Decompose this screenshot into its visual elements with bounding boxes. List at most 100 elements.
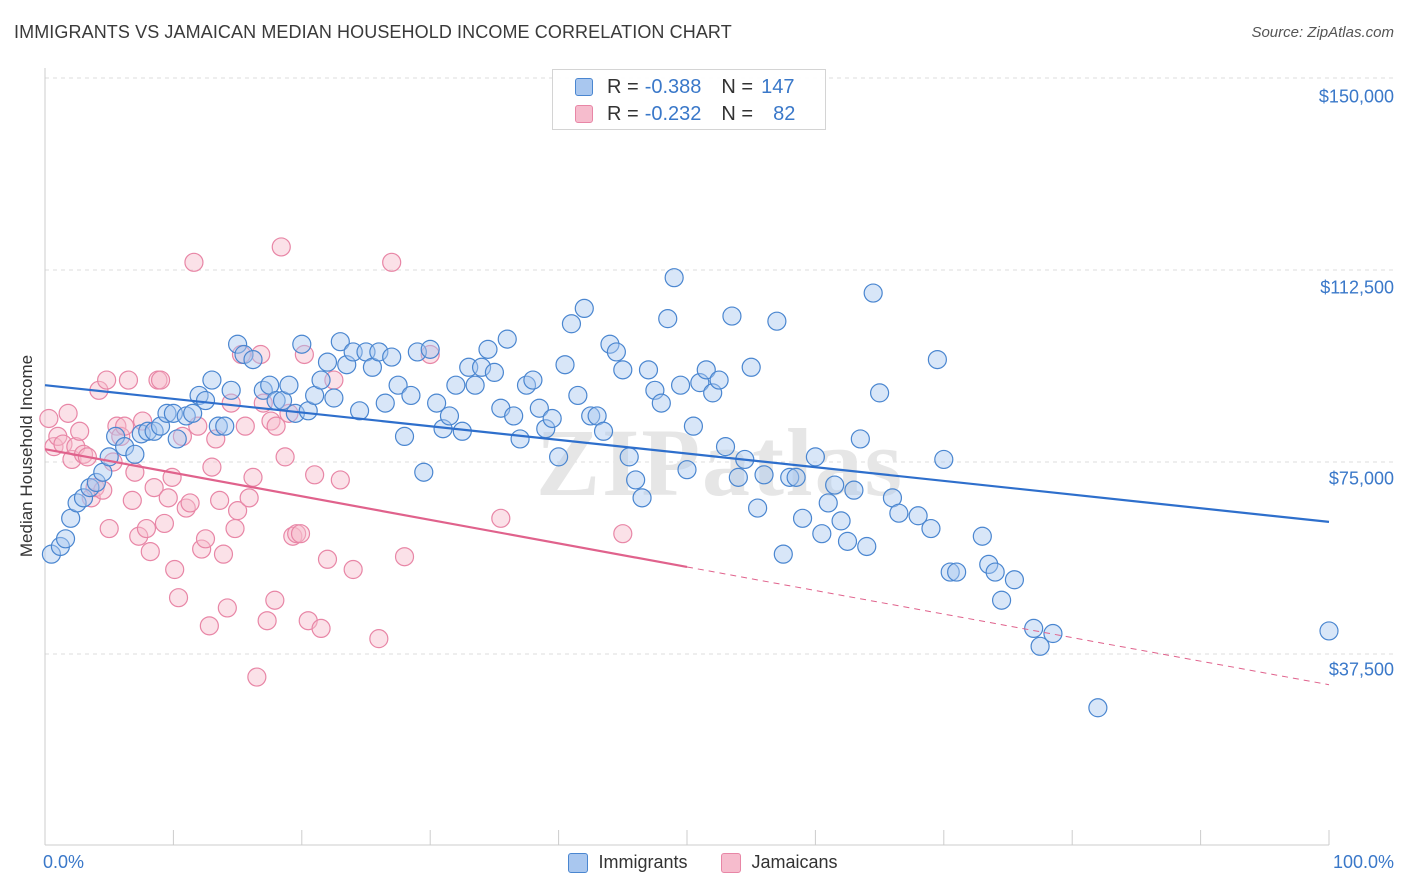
jamaicans-point [122, 490, 142, 510]
watermark: ZIPatlas [536, 409, 904, 516]
immigrants-point [805, 447, 826, 467]
immigrants-point [1319, 621, 1339, 641]
jamaicans-point [172, 426, 192, 446]
jamaicans-point [394, 547, 415, 567]
legend-row-jamaicans: R = -0.232 N = 82 [575, 102, 796, 125]
immigrants-point [115, 437, 135, 457]
jamaicans-point [217, 598, 237, 618]
immigrants-point [593, 421, 614, 441]
trend-lines [44, 384, 1330, 686]
immigrants-point [369, 342, 389, 362]
jamaicans-point [199, 616, 219, 636]
immigrants-point [850, 429, 870, 449]
immigrants-point [465, 375, 485, 395]
jamaicans-point [305, 465, 325, 485]
immigrants-point [349, 401, 370, 421]
immigrants-point [773, 544, 793, 564]
jamaicans-point [195, 529, 216, 549]
immigrants-point [818, 493, 838, 513]
jamaicans-point [265, 590, 285, 610]
y-tick-label: $37,500 [1328, 659, 1394, 680]
immigrants-point [548, 447, 569, 467]
jamaicans-point [99, 518, 119, 539]
immigrants-point [1030, 636, 1050, 656]
immigrants-point [889, 503, 909, 523]
jamaicans-point [144, 478, 164, 498]
immigrants-point [991, 590, 1012, 610]
immigrants-point [748, 498, 768, 518]
immigrants-point [921, 518, 941, 539]
legend-swatch-immigrants [568, 852, 589, 873]
immigrants-point [863, 283, 883, 303]
jamaicans-point [235, 416, 255, 436]
immigrants-point [658, 309, 678, 329]
immigrants-point [1088, 698, 1108, 718]
legend-swatch-jamaicans [721, 852, 742, 873]
immigrants-point [934, 449, 954, 470]
legend-item-jamaicans: Jamaicans [721, 852, 838, 873]
immigrants-point [215, 416, 235, 436]
legend-n-value: 147 [761, 75, 795, 98]
immigrants-point [844, 480, 864, 500]
immigrants-point [837, 531, 858, 551]
immigrants-point [632, 488, 652, 508]
jamaicans-point [225, 518, 245, 539]
jamaicans-point [271, 237, 291, 257]
immigrants-point [189, 385, 209, 406]
jamaicans-point [317, 549, 338, 569]
immigrants-point [73, 488, 94, 508]
legend-n-label: N = [721, 75, 754, 98]
immigrants-point [292, 334, 312, 354]
immigrants-point [202, 370, 222, 390]
immigrants-point [221, 380, 241, 400]
immigrants-point [606, 342, 626, 362]
immigrants-point [979, 554, 999, 575]
chart-title: IMMIGRANTS VS JAMAICAN MEDIAN HOUSEHOLD … [14, 22, 732, 42]
immigrants-point [683, 416, 704, 436]
immigrants-point [243, 350, 263, 370]
immigrants-point [940, 562, 960, 582]
immigrants-point [279, 375, 299, 395]
immigrants-point [1004, 570, 1025, 590]
immigrants-point [709, 370, 729, 390]
immigrants-point [754, 465, 774, 485]
immigrants-point [542, 408, 562, 429]
immigrants-point [516, 375, 537, 395]
jamaicans-point [290, 524, 311, 544]
immigrants-point [972, 526, 992, 546]
jamaicans-point [257, 611, 277, 631]
immigrants-point [529, 398, 549, 418]
jamaicans-point [210, 490, 230, 510]
jamaicans-point [118, 370, 139, 390]
legend-n-value: 82 [773, 102, 796, 125]
immigrants-point [228, 334, 248, 354]
immigrants-point [985, 562, 1005, 582]
immigrants-point [561, 314, 582, 334]
jamaicans-point [81, 488, 101, 508]
immigrants-point [1043, 623, 1063, 644]
immigrants-point [484, 362, 504, 382]
y-tick-label: $150,000 [1318, 86, 1394, 107]
jamaicans-point [97, 370, 117, 390]
legend-r-label: R = [607, 102, 639, 125]
immigrants-point [728, 467, 748, 487]
immigrants-trend-line [44, 384, 1330, 523]
immigrants-point [253, 380, 273, 400]
jamaicans-point [330, 470, 350, 490]
jamaicans-point [158, 488, 178, 508]
jamaicans-point [180, 493, 200, 513]
jamaicans-point [213, 544, 234, 564]
immigrants-point [427, 393, 447, 413]
immigrants-point [600, 334, 620, 354]
immigrants-point [414, 462, 434, 482]
immigrants-point [317, 352, 338, 372]
jamaicans-point [202, 457, 222, 477]
legend-r-label: R = [607, 75, 639, 98]
immigrants-points [41, 268, 1339, 718]
x-tick-left: 0.0% [43, 852, 85, 872]
immigrants-point [523, 370, 543, 390]
immigrants-point [504, 406, 524, 426]
legend-n-label: N = [721, 102, 754, 125]
immigrants-point [446, 375, 466, 395]
